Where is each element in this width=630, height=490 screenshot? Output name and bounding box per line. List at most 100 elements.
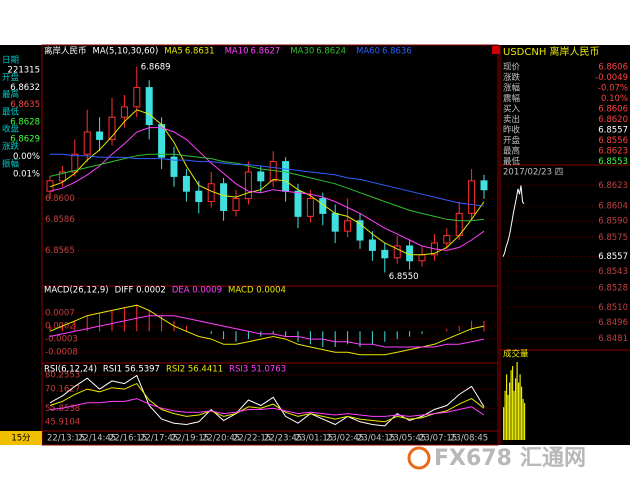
period-label: 15分: [11, 434, 31, 444]
candle-body: [319, 198, 327, 214]
ma-name: MA60: [356, 47, 380, 57]
info-value: 6.8632: [10, 83, 40, 93]
y-tick-label: 6.8590: [598, 217, 628, 227]
y-tick-label: -0.0008: [45, 348, 78, 358]
ma-name: MA30: [290, 47, 314, 57]
volume-bar: [513, 390, 515, 440]
candle-body: [331, 212, 339, 232]
candle-body: [344, 220, 352, 232]
volume-bar: [504, 390, 506, 440]
info-value: 0.00%: [13, 152, 40, 162]
macd-line: [49, 315, 485, 348]
y-tick-label: 6.8600: [45, 194, 75, 204]
volume-bar: [509, 382, 511, 440]
volume-bar: [522, 398, 524, 440]
y-tick-label: 6.8575: [598, 233, 628, 243]
candle-body: [306, 198, 314, 217]
quote-value: 6.8553: [598, 157, 628, 167]
y-tick-label: 6.8565: [45, 246, 75, 256]
annotation: 6.8689: [141, 62, 171, 72]
y-tick-label: 0.0002: [45, 322, 75, 332]
annotation: 6.8550: [389, 272, 419, 282]
candle-body: [244, 171, 252, 200]
quote-title: USDCNH 离岸人民币: [503, 45, 600, 58]
info-value: 0.01%: [13, 169, 40, 179]
candle-body: [381, 249, 389, 259]
candle-body: [294, 190, 302, 217]
quote-value: 6.8606: [598, 63, 628, 73]
volume-bar: [518, 382, 520, 440]
info-label: 振幅: [2, 158, 20, 169]
candle-body: [220, 183, 228, 211]
y-tick-label: 6.8528: [598, 283, 628, 293]
quote-date: 2017/02/23 四: [503, 168, 563, 178]
y-tick-label: 6.8604: [598, 202, 628, 212]
candle-body: [418, 254, 426, 262]
volume-bar: [507, 394, 509, 440]
candle-body: [232, 198, 240, 211]
candle-body: [468, 180, 476, 214]
info-label: 日期: [2, 56, 19, 66]
y-tick-label: 55.8538: [45, 404, 80, 414]
x-tick-label: 22/14:45: [78, 434, 116, 444]
ma-value: 6.8631: [185, 47, 215, 57]
watermark-site: 汇通网: [520, 446, 586, 471]
x-tick-label: 23/07:15: [419, 434, 457, 444]
icon: [492, 46, 500, 54]
info-label: 开盘: [2, 72, 20, 83]
volume-bar: [524, 403, 526, 440]
quote-label: 震幅: [503, 93, 521, 104]
logo: [407, 446, 431, 470]
x-tick-label: 22/13:15: [47, 434, 85, 444]
candle-body: [158, 124, 166, 158]
candle-body: [356, 220, 364, 241]
quote-value: 6.8623: [598, 147, 628, 157]
macd-header: DIFF 0.0002: [115, 286, 166, 296]
quote-value: -0.0049: [595, 73, 628, 83]
rsi-header: RSI(6,12,24): [44, 365, 97, 375]
y-tick-label: 6.8496: [598, 318, 628, 328]
info-value: 221315: [8, 66, 40, 76]
y-tick-label: 6.8586: [45, 215, 75, 225]
candle-body: [195, 190, 203, 203]
quote-label: 开盘: [503, 135, 521, 146]
volume-bar: [503, 407, 505, 440]
quote-value: -0.07%: [598, 84, 628, 94]
volume-bar: [510, 370, 512, 440]
quote-value: 0.10%: [601, 94, 628, 104]
x-tick-label: 22/23:45: [264, 434, 302, 444]
candle-body: [480, 180, 488, 191]
y-tick-label: 0.0007: [45, 309, 75, 319]
info-value: 6.8635: [10, 100, 40, 110]
macd-header: DEA 0.0009: [172, 286, 222, 296]
terminal-bg: [0, 45, 630, 445]
ma-line: [49, 109, 485, 256]
info-label: 最高: [2, 89, 19, 100]
candle-body: [108, 116, 116, 140]
y-tick-label: 6.8557: [598, 252, 628, 262]
x-tick-label: 22/20:45: [202, 434, 240, 444]
ma-name: MA5: [164, 47, 183, 57]
quote-label: 现价: [503, 63, 521, 73]
quote-value: 6.8620: [598, 115, 628, 125]
mini-line: [502, 185, 525, 257]
x-tick-label: 22/19:15: [171, 434, 209, 444]
candle-body: [58, 171, 66, 182]
candle-body: [170, 156, 178, 177]
period-button[interactable]: [0, 431, 42, 445]
info-label: 收盘: [2, 124, 20, 135]
ma-line: [50, 153, 485, 207]
y-tick-label: 80.2553: [45, 371, 80, 381]
info-label: 涨跌: [2, 141, 20, 152]
candle-body: [83, 131, 91, 155]
rsi-line: [49, 374, 485, 427]
y-tick-label: 6.8543: [598, 267, 628, 277]
info-value: 6.8629: [10, 135, 40, 145]
candle-body: [368, 239, 376, 251]
candle-body: [443, 235, 451, 244]
info-value: 6.8628: [10, 117, 40, 127]
candle-body: [393, 245, 401, 259]
x-tick-label: 23/08:45: [450, 434, 488, 444]
quote-label: 买入: [503, 105, 521, 115]
